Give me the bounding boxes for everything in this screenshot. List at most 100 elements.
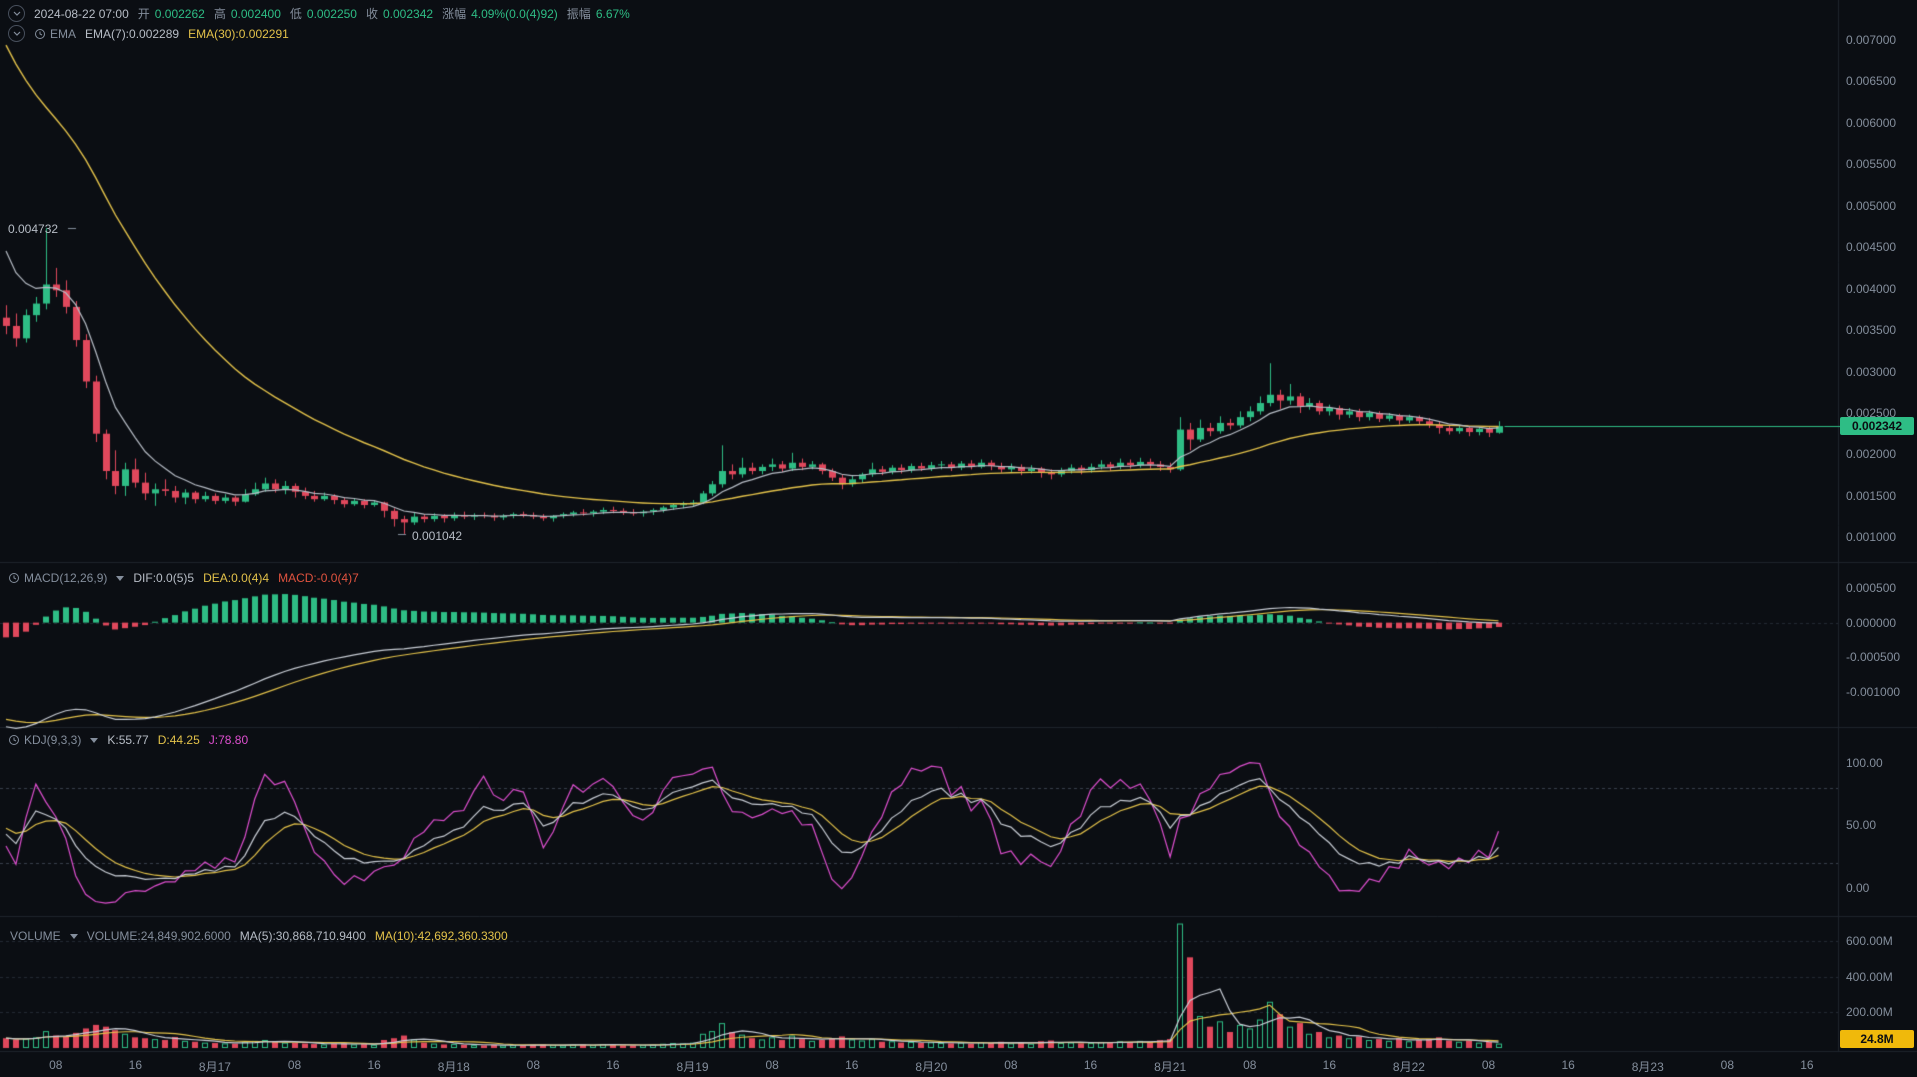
axis-tick-label: 0.005000 [1846,198,1897,213]
session-low-price-label: 0.001042 [412,529,462,543]
axis-tick-label: 0.002000 [1846,447,1897,462]
axis-tick-label: 100.00 [1846,755,1883,770]
last-price-badge: 0.002342 [1840,417,1914,436]
kdj-indicator-bar: KDJ(9,3,3) K:55.77 D:44.25 J:78.80 [8,732,257,748]
axis-tick-label: 0.007000 [1846,32,1897,47]
close-value: 0.002342 [383,6,434,21]
ema-name[interactable]: EMA [50,26,77,41]
time-axis-label: 08 [1243,1058,1257,1072]
indicator-clock-icon[interactable] [8,572,20,584]
axis-tick-label: 0.002500 [1846,405,1897,420]
time-axis-label: 8月17 [198,1060,231,1074]
time-axis-label: 8月23 [1631,1060,1664,1074]
low-field: 低 0.002250 [290,6,357,22]
volume-value: VOLUME:24,849,902.6000 [86,929,231,943]
time-axis-label: 08 [1720,1058,1735,1072]
axis-tick-label: 0.000500 [1846,581,1897,596]
change-field: 涨幅 4.09%(0.0(4)92) [442,6,558,22]
volume-ma5-value: MA(5):30,868,710.9400 [239,929,366,943]
ohlc-info-bar: 2024-08-22 07:00 开 0.002262 高 0.002400 低 0.… [8,5,639,22]
macd-dea-value: DEA:0.0(4)4 [203,571,270,585]
time-axis[interactable]: 08 16 8月17 08 16 8月18 08 16 8月19 08 16 8月20 08 16 8月21… [0,1052,1917,1077]
axis-tick-label: 0.006500 [1846,74,1897,89]
last-volume-badge: 24.8M [1840,1030,1914,1048]
axis-tick-label: -0.001000 [1846,684,1901,699]
time-axis-label: 08 [765,1058,779,1072]
macd-macd-value: MACD:-0.0(4)7 [278,571,359,585]
high-anno-text: 0.004732 [8,222,59,236]
session-high-price-label: 0.004732 [8,222,58,236]
axis-tick-label: 50.00 [1846,818,1877,833]
change-label: 涨幅 [442,6,467,21]
volume-ma10-value: MA(10):42,692,360.3300 [374,929,508,943]
time-axis-label: 8月21 [1154,1060,1187,1074]
axis-tick-label: 0.001500 [1846,488,1897,503]
volume-name[interactable]: VOLUME [10,929,61,943]
time-axis-label: 08 [1481,1058,1496,1072]
indicator-clock-icon[interactable] [8,734,20,746]
time-axis-label: 8月18 [437,1060,470,1074]
axis-tick-label: 0.004500 [1846,240,1897,255]
kdj-j-value: J:78.80 [208,733,249,747]
low-label: 低 [289,6,302,21]
axis-tick-label: 0.005500 [1846,157,1897,172]
kdj-d-value: D:44.25 [157,733,200,747]
candle-datetime: 2024-08-22 07:00 [34,6,129,21]
axis-tick-label: 0.001000 [1846,530,1897,545]
axis-tick-label: 0.004000 [1846,281,1897,296]
macd-indicator-bar: MACD(12,26,9) DIF:0.0(5)5 DEA:0.0(4)4 MA… [8,570,368,586]
time-axis-label: 08 [49,1058,63,1072]
change-value: 4.09%(0.0(4)92) [471,6,558,21]
last-price-badge-text: 0.002342 [1851,419,1903,434]
close-label: 收 [365,6,378,21]
time-axis-label: 08 [1004,1058,1018,1072]
high-value: 0.002400 [230,6,281,21]
price-axis[interactable]: 0.007000 0.006500 0.006000 0.005500 0.005000… [1838,0,1917,1051]
time-axis-label: 16 [845,1058,859,1072]
last-volume-badge-text: 24.8M [1860,1032,1894,1046]
time-axis-label: 8月22 [1392,1060,1425,1074]
time-axis-label: 16 [1083,1058,1098,1072]
axis-tick-label: 0.000000 [1846,615,1897,630]
collapse-chevron-icon[interactable] [8,25,25,42]
collapse-chevron-icon[interactable] [8,5,25,22]
indicator-clock-icon[interactable] [34,28,46,40]
low-value: 0.002250 [306,6,357,21]
time-axis-label: 8月20 [915,1060,948,1074]
axis-tick-label: 200.00M [1846,1005,1893,1020]
close-field: 收 0.002342 [366,6,433,22]
axis-tick-label: 0.003000 [1846,364,1897,379]
ema30-value: EMA(30):0.002291 [188,26,289,41]
kdj-k-value: K:55.77 [107,733,149,747]
time-axis-label: 16 [367,1058,381,1072]
time-axis-label: 16 [128,1058,143,1072]
kdj-name[interactable]: KDJ(9,3,3) [24,733,82,747]
open-value: 0.002262 [154,6,205,21]
dropdown-caret-icon[interactable] [116,575,125,581]
open-field: 开 0.002262 [138,6,205,22]
amplitude-field: 振幅 6.67% [567,6,630,22]
macd-dif-value: DIF:0.0(5)5 [133,571,195,585]
high-label: 高 [213,6,226,21]
time-axis-label: 08 [526,1058,541,1072]
volume-indicator-bar: VOLUME VOLUME:24,849,902.6000 MA(5):30,8… [10,928,517,944]
time-axis-label: 08 [287,1058,302,1072]
time-axis-label: 16 [1322,1058,1337,1072]
axis-tick-label: 0.003500 [1846,323,1897,338]
dropdown-caret-icon[interactable] [90,737,99,743]
macd-name[interactable]: MACD(12,26,9) [24,571,108,585]
ema7-value: EMA(7):0.002289 [85,26,180,41]
time-axis-label: 16 [1800,1058,1814,1072]
low-anno-text: 0.001042 [412,529,463,543]
time-axis-label: 8月19 [676,1060,709,1074]
high-field: 高 0.002400 [214,6,281,22]
time-axis-label: 16 [1561,1058,1575,1072]
amplitude-value: 6.67% [595,6,630,21]
amplitude-label: 振幅 [566,6,591,21]
axis-tick-label: 600.00M [1846,934,1893,949]
ema-indicator-bar: EMA EMA(7):0.002289 EMA(30):0.002291 [8,25,298,42]
open-label: 开 [137,6,150,21]
time-axis-label: 16 [606,1058,620,1072]
axis-tick-label: -0.000500 [1846,650,1901,665]
